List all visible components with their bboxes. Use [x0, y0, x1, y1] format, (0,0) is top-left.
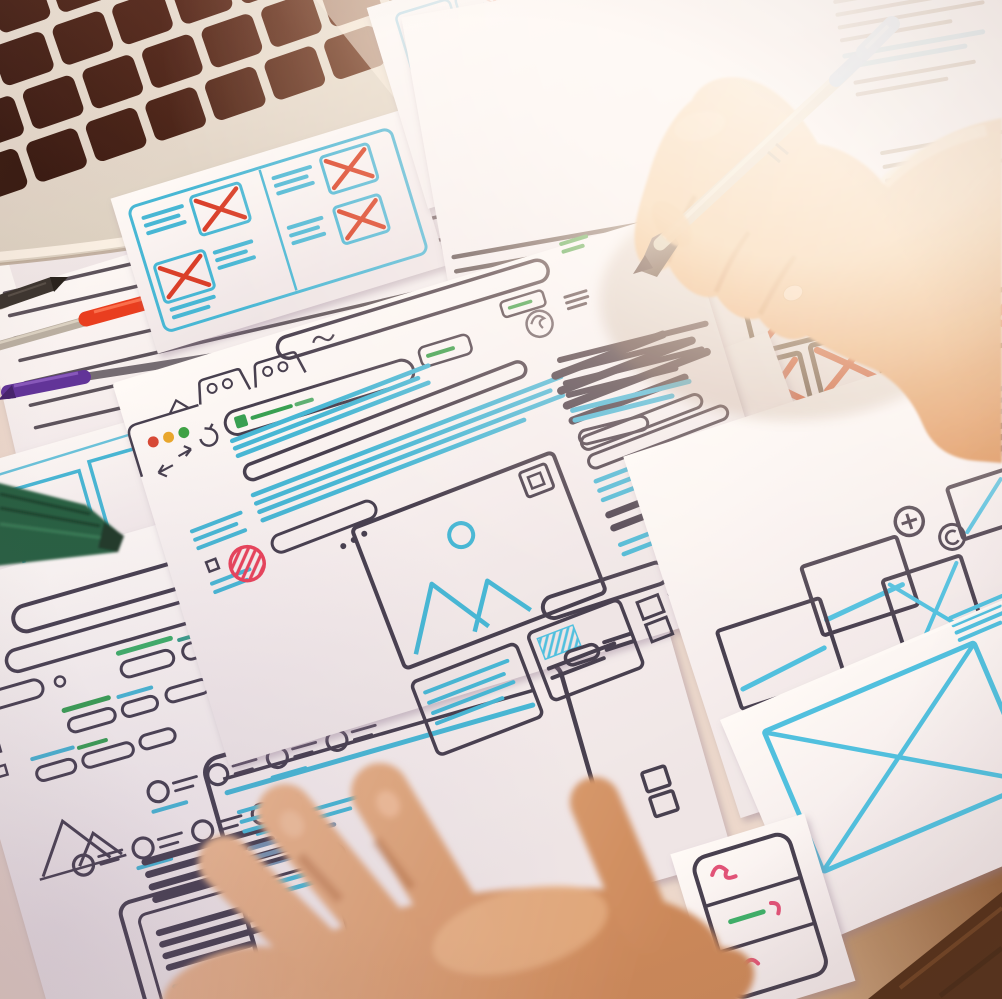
desk-photo-canvas: [0, 0, 1002, 999]
lighting-overlays: [0, 0, 1002, 999]
desk-photo: [0, 0, 1002, 999]
